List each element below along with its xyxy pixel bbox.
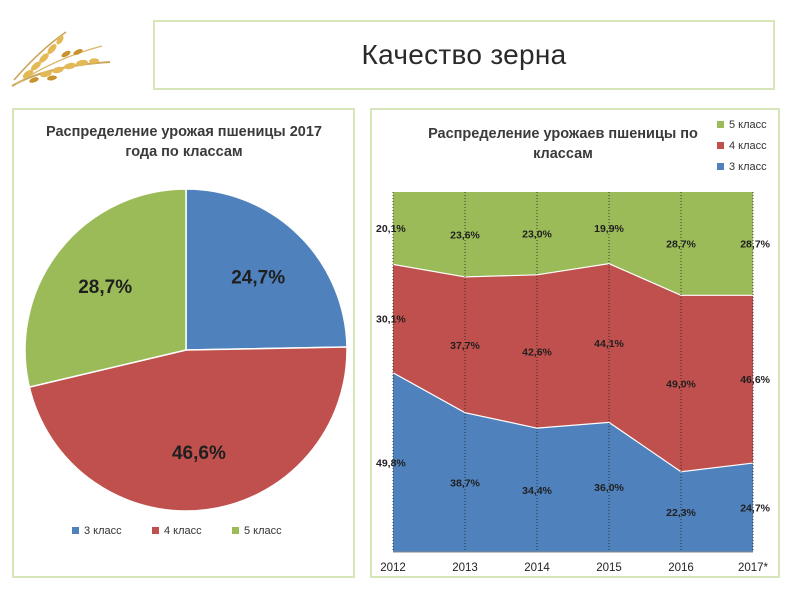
page-title: Качество зерна	[153, 20, 775, 90]
area-data-label: 23,0%	[522, 228, 552, 240]
x-tick-label: 2015	[596, 562, 622, 574]
legend-label: 3 класс	[84, 525, 122, 537]
pie-slice-5-class	[24, 188, 187, 388]
area-chart: 49,8% 38,7% 34,4% 36,0% 22,3% 24,7% 30,1% 37,7%…	[376, 119, 771, 574]
area-data-label: 42,6%	[522, 346, 552, 358]
pie-chart-title: Распределение урожая пшеницы 2017 года п…	[46, 124, 322, 160]
area-data-label: 30,1%	[376, 314, 406, 326]
legend-swatch	[72, 527, 79, 534]
x-tick-label: 2017*	[738, 562, 769, 574]
area-data-label: 24,7%	[740, 503, 770, 515]
x-tick-label: 2014	[524, 562, 550, 574]
area-data-label: 38,7%	[450, 477, 480, 489]
legend-swatch	[232, 527, 239, 534]
area-data-label: 19,9%	[594, 223, 624, 235]
legend-swatch	[152, 527, 159, 534]
legend-label: 4 класс	[729, 140, 767, 152]
area-data-label: 28,7%	[740, 239, 770, 251]
legend-swatch	[717, 121, 724, 128]
x-tick-label: 2013	[452, 562, 478, 574]
area-series-4-class	[393, 263, 753, 472]
area-data-label: 22,3%	[666, 507, 696, 519]
area-data-label: 28,7%	[666, 239, 696, 251]
area-data-label: 36,0%	[594, 482, 624, 494]
area-data-label: 34,4%	[522, 485, 552, 497]
area-boundary-line	[392, 263, 753, 296]
area-chart-title: Распределение урожаев пшеницы по классам	[428, 126, 698, 162]
area-data-label: 44,1%	[594, 338, 624, 350]
area-series-3-class	[393, 372, 753, 552]
legend-swatch	[717, 142, 724, 149]
area-data-label: 37,7%	[450, 340, 480, 352]
pie-slice-4-class	[28, 346, 348, 512]
pie-chart-panel: Распределение урожая пшеницы 2017 года п…	[12, 108, 355, 578]
legend-label: 5 класс	[729, 119, 767, 131]
area-data-label: 49,8%	[376, 457, 406, 469]
wheat-icon	[11, 31, 111, 87]
legend-label: 4 класс	[164, 525, 202, 537]
pie-slice-3-class	[185, 188, 348, 351]
area-data-label: 46,6%	[740, 374, 770, 386]
area-boundary-line	[392, 372, 754, 473]
area-data-label: 20,1%	[376, 223, 406, 235]
pie-chart: 24,7% 46,6% 28,7% 3 класс 4 класс 5 класс	[24, 188, 348, 537]
legend-swatch	[717, 163, 724, 170]
area-series-5-class	[393, 192, 753, 296]
wheat-logo	[11, 31, 111, 87]
pie-data-label: 46,6%	[172, 443, 226, 464]
legend-label: 3 класс	[729, 161, 767, 173]
area-data-label: 49,0%	[666, 379, 696, 391]
pie-data-label: 28,7%	[78, 277, 132, 298]
pie-data-label: 24,7%	[231, 267, 285, 288]
x-tick-label: 2016	[668, 562, 694, 574]
x-tick-label: 2012	[380, 562, 406, 574]
legend-label: 5 класс	[244, 525, 282, 537]
area-chart-panel: Распределение урожаев пшеницы по классам…	[370, 108, 780, 578]
area-data-label: 23,6%	[450, 229, 480, 241]
